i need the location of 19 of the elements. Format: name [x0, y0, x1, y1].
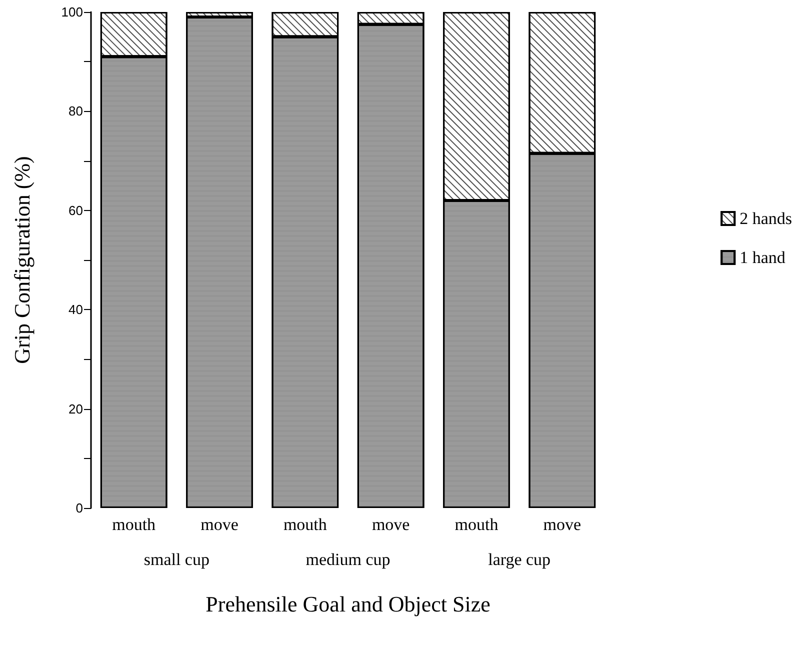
- y-axis-title: Grip Configuration (%): [10, 156, 34, 364]
- x-tick-label: move: [543, 515, 582, 534]
- x-tick-label: mouth: [454, 515, 499, 534]
- y-tick-label: 40: [68, 302, 83, 318]
- y-tick-label: 0: [76, 500, 83, 516]
- y-tick-label: 80: [68, 104, 83, 119]
- legend-label: 2 hands: [740, 209, 792, 228]
- y-tick-label: 100: [61, 4, 83, 20]
- legend-label: 1 hand: [740, 248, 786, 267]
- x-tick-label: mouth: [112, 515, 156, 534]
- x-tick-label: move: [372, 515, 410, 534]
- x-tick-label: move: [200, 515, 238, 534]
- text: medium cup: [306, 550, 390, 569]
- text: small cup: [144, 550, 210, 569]
- x-axis-title: Prehensile Goal and Object Size: [206, 592, 490, 616]
- y-tick-label: 60: [68, 202, 83, 218]
- text: large cup: [488, 550, 551, 569]
- x-tick-label: mouth: [283, 515, 328, 534]
- y-tick-label: 20: [68, 401, 83, 416]
